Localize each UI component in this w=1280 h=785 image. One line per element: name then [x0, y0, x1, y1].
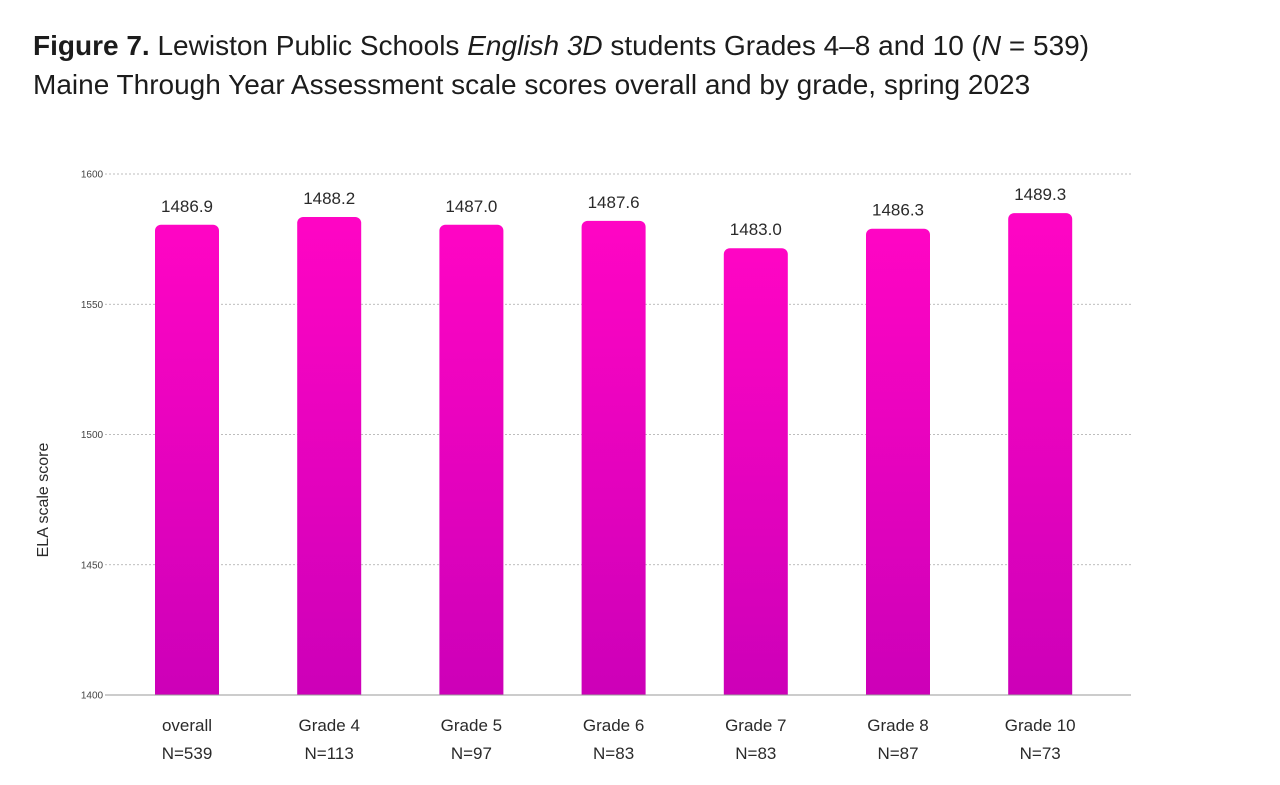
- data-label: 1486.3: [872, 201, 924, 220]
- x-tick-sublabel: N=539: [162, 744, 213, 763]
- baseline-mask: [105, 695, 1131, 704]
- y-tick-label: 1450: [81, 560, 104, 571]
- x-tick-label: Grade 5: [441, 716, 502, 735]
- data-label: 1487.6: [588, 193, 640, 212]
- title-program-name: English 3D: [467, 30, 603, 61]
- title-text-2: students Grades 4–8 and 10 (: [602, 30, 981, 61]
- labels: 1400 1450 1500 1550 1600 1486.9 overall N=539 14…: [81, 170, 1076, 764]
- y-tick-label: 1550: [81, 300, 104, 311]
- data-label: 1487.0: [445, 197, 497, 216]
- x-tick-sublabel: N=83: [593, 744, 634, 763]
- y-tick-label: 1600: [81, 170, 104, 181]
- data-label: 1486.9: [161, 197, 213, 216]
- title-line-1: Figure 7. Lewiston Public Schools Englis…: [33, 26, 1253, 65]
- y-tick-label: 1400: [81, 691, 104, 702]
- title-line-2: Maine Through Year Assessment scale scor…: [33, 69, 1031, 100]
- bars: [105, 213, 1131, 704]
- x-tick-sublabel: N=113: [305, 744, 354, 763]
- y-tick-label: 1500: [81, 430, 104, 441]
- bar-grade-8: [866, 228, 930, 701]
- x-tick-sublabel: N=87: [877, 744, 918, 763]
- chart-title: Figure 7. Lewiston Public Schools Englis…: [33, 26, 1253, 104]
- x-tick-label: Grade 6: [583, 716, 644, 735]
- figure-number: Figure 7.: [33, 30, 150, 61]
- bar-grade-7: [723, 248, 788, 701]
- x-tick-label: Grade 8: [867, 716, 928, 735]
- x-tick-label: Grade 4: [298, 716, 359, 735]
- y-axis-label: ELA scale score: [35, 443, 52, 558]
- bar-grade-4: [297, 216, 362, 702]
- title-text-1: Lewiston Public Schools: [149, 30, 468, 61]
- data-label: 1488.2: [303, 189, 355, 208]
- data-label: 1489.3: [1014, 185, 1066, 204]
- x-tick-sublabel: N=73: [1020, 744, 1061, 763]
- bar-grade-6: [581, 220, 646, 701]
- bar-grade-5: [439, 224, 504, 702]
- x-tick-label: Grade 10: [1005, 716, 1076, 735]
- x-tick-label: overall: [162, 716, 212, 735]
- data-label: 1483.0: [730, 220, 782, 239]
- x-tick-label: Grade 7: [725, 716, 786, 735]
- title-n-symbol: N: [980, 30, 1002, 61]
- bar-grade-10: [1008, 213, 1073, 701]
- title-text-3: = 539): [1001, 30, 1090, 61]
- bar-overall: [155, 224, 219, 702]
- x-tick-sublabel: N=83: [735, 744, 776, 763]
- x-tick-sublabel: N=97: [451, 744, 492, 763]
